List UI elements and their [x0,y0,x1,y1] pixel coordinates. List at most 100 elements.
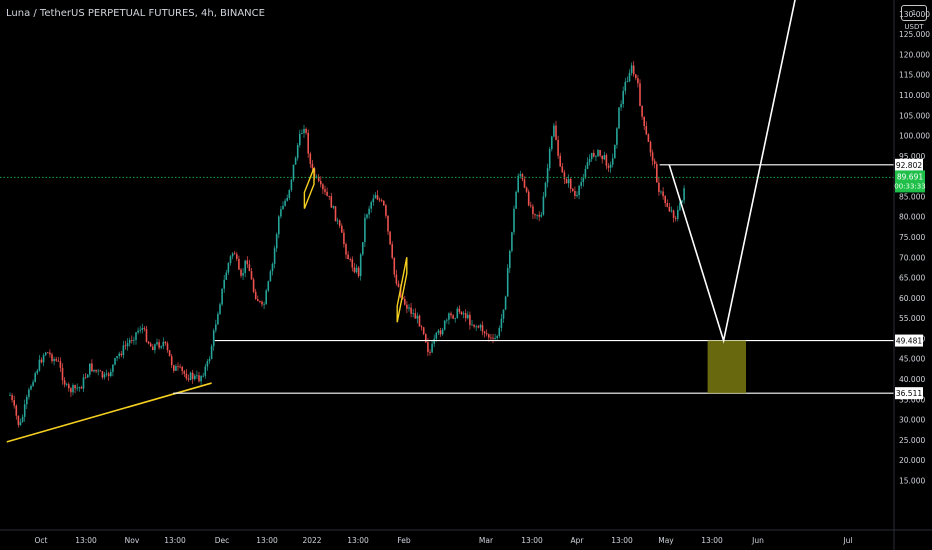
candle-body [275,234,278,249]
candle-body [406,304,408,309]
candle-body [152,346,154,351]
candle-body [494,338,496,339]
candle-body [607,165,610,168]
projection-path [668,0,796,344]
candle-body [322,184,324,190]
candle-body [181,366,183,372]
candle-body [242,272,244,276]
candle-body [21,416,24,422]
candle-body [559,155,561,167]
time-tick-label: Nov [125,536,140,545]
candle-body [525,187,528,192]
candle-body [452,315,454,319]
candle-body [177,366,179,367]
candle-body [332,206,335,208]
candle-body [219,304,221,314]
candle-body [443,320,446,330]
candle-body [154,344,156,351]
candle-body [448,313,450,320]
candle-body [601,155,603,160]
candle-body [227,263,230,273]
candle-body [149,343,152,347]
candle-body [82,377,85,389]
time-axis[interactable]: Oct 13:00 Nov 13:00 Dec 13:00 2022 13:00 Feb Mar 1… [0,529,932,545]
time-tick-label: Oct [35,536,48,545]
price-tick-label: 55.000 [899,314,925,323]
candle-body [404,299,406,305]
candle-body [599,149,601,156]
candle-body [196,375,198,377]
candle-body [605,155,608,166]
candle-body [252,279,255,292]
candle-body [28,389,30,397]
candle-body [632,65,635,75]
candle-body [42,355,45,363]
candle-body [626,81,629,82]
candle-body [137,330,139,333]
bar-countdown-label: 00:33:33 [894,182,925,190]
candle-body [164,341,167,344]
currency-button[interactable]: 1 USDT [901,5,927,31]
candle-body [462,313,465,315]
candles [9,61,685,428]
candle-body [13,400,15,406]
time-tick-label: Feb [397,536,411,545]
candle-body [496,336,498,339]
candle-body [187,378,190,380]
price-tick-label: 105.000 [899,111,930,120]
candle-body [641,106,643,117]
candle-body [647,134,650,142]
candle-body [311,163,314,169]
candle-body [519,174,522,176]
candle-body [160,346,162,348]
price-tick-label: 30.000 [899,416,925,425]
candle-body [582,178,585,183]
candle-body [23,404,26,417]
level-price-tag [895,387,923,400]
candle-body [38,359,41,371]
candle-body [183,371,186,374]
candle-body [469,314,471,325]
candle-body [215,324,217,331]
candle-body [26,396,28,405]
candle-body [244,260,246,273]
candle-body [105,373,108,375]
price-tick-label: 35.000 [899,395,925,404]
price-tick-label: 60.000 [899,294,925,303]
candle-body [551,136,553,149]
target-zone-box [707,340,746,394]
time-tick-label: 13:00 [347,536,369,545]
candle-body [412,313,414,314]
candle-body [84,377,87,379]
candle-body [47,352,49,354]
candle-body [288,189,291,198]
candle-body [433,338,435,344]
candle-body [538,214,540,217]
flag-pattern-1 [303,167,315,209]
candle-body [91,363,93,372]
candle-body [309,153,312,164]
candle-body [269,271,272,282]
candle-body [475,326,477,328]
candle-body [584,169,587,179]
candle-body [536,214,538,216]
candle-body [597,149,599,157]
time-tick-label: Jun [751,536,764,545]
candle-body [454,318,456,319]
candle-body [70,388,72,393]
current-price-tag [895,170,925,193]
candle-body [9,395,11,396]
candle-body [236,254,238,259]
candle-body [679,202,681,210]
candle-body [267,281,270,291]
candle-body [429,352,431,353]
candle-body [17,415,20,426]
candle-body [561,166,564,173]
candle-body [674,217,677,219]
candle-body [490,337,492,339]
candle-body [662,191,664,197]
candle-body [683,188,685,201]
chart-title: Luna / TetherUS PERPETUAL FUTURES, 4h, B… [6,8,265,19]
